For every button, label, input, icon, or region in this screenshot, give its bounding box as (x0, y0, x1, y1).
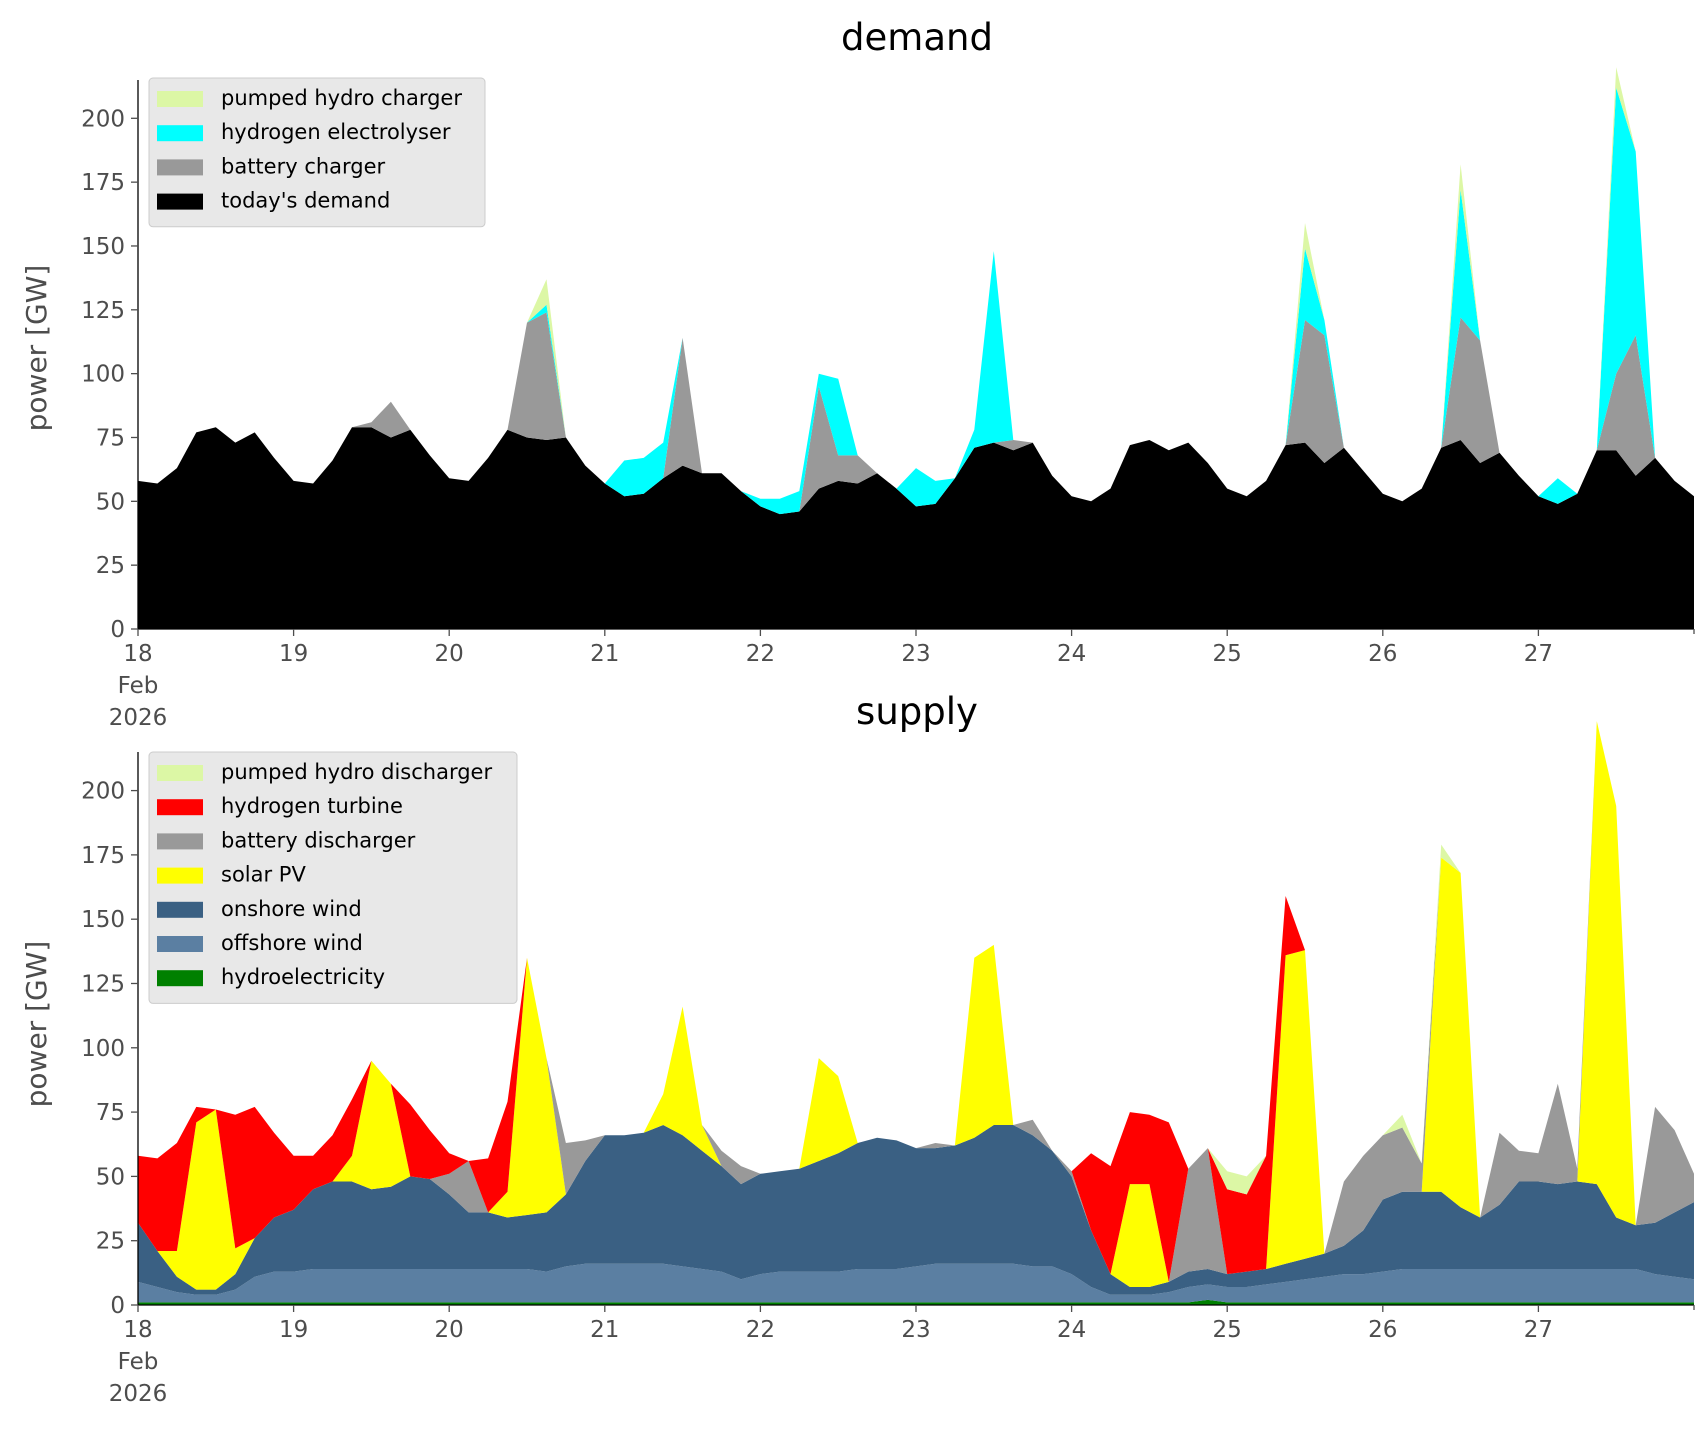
demand-x-tick-label: 18 (123, 641, 152, 667)
supply-x-tick-label: 25 (1213, 1317, 1242, 1343)
supply-legend-label: offshore wind (221, 931, 363, 955)
supply-y-tick-label: 0 (110, 1293, 125, 1319)
supply-x-tick-label: 21 (590, 1317, 619, 1343)
demand-x-tick-label: 25 (1213, 641, 1242, 667)
demand-y-tick-label: 50 (96, 489, 125, 515)
demand-legend-label: hydrogen electrolyser (221, 120, 451, 144)
supply-x-tick-label: 24 (1057, 1317, 1086, 1343)
demand-x-tick-label: 27 (1524, 641, 1553, 667)
supply-panel: supply power [GW] 0 25 50 75 100 125 150 175 200… (20, 690, 1695, 1407)
supply-legend-label: battery discharger (221, 828, 416, 852)
supply-y-tick-label: 200 (81, 779, 125, 805)
demand-x-tick-label: 19 (279, 641, 308, 667)
demand-legend-swatch (157, 91, 203, 107)
supply-y-axis-label: power [GW] (20, 941, 53, 1108)
supply-y-tick-label: 75 (96, 1100, 125, 1126)
supply-area-onshore-wind (138, 1125, 1694, 1295)
demand-area-battery-charger (138, 312, 1694, 515)
demand-x-tick-label: 22 (746, 641, 775, 667)
supply-y-tick-label: 25 (96, 1229, 125, 1255)
demand-legend-label: battery charger (221, 154, 386, 178)
supply-x-tick-label: 27 (1524, 1317, 1553, 1343)
demand-y-tick-label: 0 (110, 617, 125, 643)
demand-x-tick-label: Feb (118, 673, 159, 699)
supply-legend-box (148, 751, 518, 1004)
demand-x-tick-label: 23 (901, 641, 930, 667)
demand-legend: pumped hydro charger hydrogen electrolyse… (148, 77, 486, 228)
supply-x-tick-label: 26 (1368, 1317, 1397, 1343)
demand-y-tick-label: 200 (81, 106, 125, 132)
supply-legend-label: hydroelectricity (221, 965, 385, 989)
demand-legend-box (148, 77, 486, 228)
supply-x-tick-label: 18 (123, 1317, 152, 1343)
supply-area-hydroelectricity (138, 1299, 1694, 1305)
supply-plot-area: 0 25 50 75 100 125 150 175 200 18 Feb 2026 19 20 21 22 2… (81, 721, 1695, 1407)
supply-legend-swatch (157, 970, 203, 987)
supply-y-tick-label: 50 (96, 1164, 125, 1190)
demand-y-tick-label: 150 (81, 234, 125, 260)
demand-x-tick-label: 21 (590, 641, 619, 667)
supply-y-tick-label: 125 (81, 971, 125, 997)
demand-legend-swatch (157, 125, 203, 142)
demand-x-tick-label: 26 (1368, 641, 1397, 667)
demand-x-tick-label: 2026 (109, 705, 168, 731)
demand-y-tick-label: 75 (96, 425, 125, 451)
demand-x-tick-label: 24 (1057, 641, 1086, 667)
supply-legend-swatch (157, 901, 203, 918)
demand-area-today-s-demand (138, 427, 1694, 629)
supply-legend-label: hydrogen turbine (221, 794, 403, 818)
demand-panel: demand power [GW] 0 25 50 75 100 125 150 175 200… (20, 16, 1695, 731)
demand-title: demand (841, 16, 993, 59)
supply-x-tick-label: 20 (435, 1317, 464, 1343)
demand-y-axis-label: power [GW] (20, 265, 53, 432)
supply-y-tick-label: 175 (81, 843, 125, 869)
supply-x-tick-label: 22 (746, 1317, 775, 1343)
supply-legend-label: pumped hydro discharger (221, 760, 492, 784)
demand-legend-swatch (157, 159, 203, 176)
supply-legend-swatch (157, 765, 203, 781)
supply-title: supply (856, 690, 978, 733)
supply-legend-label: solar PV (221, 863, 306, 887)
demand-y-tick-label: 125 (81, 298, 125, 324)
supply-y-tick-label: 150 (81, 907, 125, 933)
supply-area-offshore-wind (138, 1263, 1694, 1303)
demand-y-tick-label: 25 (96, 553, 125, 579)
supply-legend-swatch (157, 936, 203, 952)
demand-legend-label: today's demand (221, 189, 390, 213)
demand-y-tick-label: 175 (81, 170, 125, 196)
supply-legend: pumped hydro discharger hydrogen turbine b… (148, 751, 518, 1004)
supply-legend-swatch (157, 833, 203, 850)
demand-plot-area: 0 25 50 75 100 125 150 175 200 18 Feb 2026 19 20 21 22 2… (81, 67, 1695, 731)
supply-y-tick-label: 100 (81, 1036, 125, 1062)
demand-legend-label: pumped hydro charger (221, 86, 462, 110)
supply-legend-swatch (157, 867, 203, 884)
supply-legend-label: onshore wind (221, 897, 362, 921)
supply-x-tick-label: 23 (901, 1317, 930, 1343)
supply-x-tick-label: 2026 (109, 1381, 168, 1407)
demand-legend-swatch (157, 193, 203, 210)
supply-x-tick-label: 19 (279, 1317, 308, 1343)
supply-area-solar-pv (138, 721, 1694, 1290)
supply-legend-swatch (157, 799, 203, 816)
supply-x-tick-label: Feb (118, 1349, 159, 1375)
demand-y-tick-label: 100 (81, 362, 125, 388)
demand-x-tick-label: 20 (435, 641, 464, 667)
